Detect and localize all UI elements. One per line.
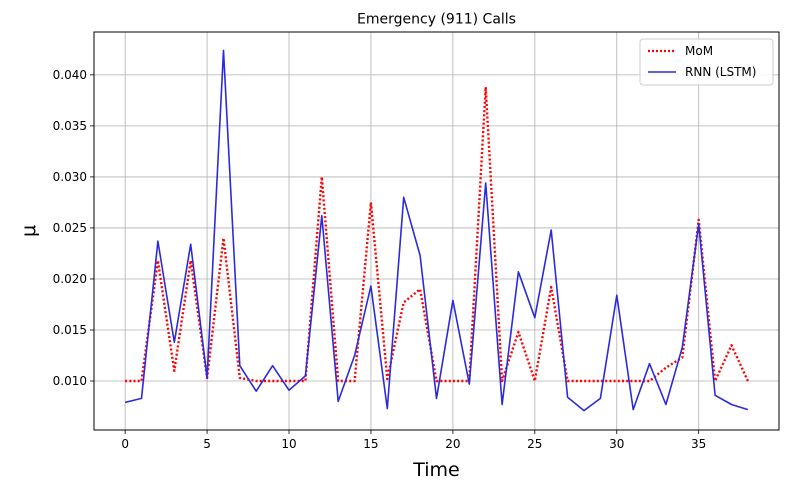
y-tick-label: 0.025: [53, 221, 87, 235]
plot-frame: [93, 31, 780, 431]
grid: [94, 32, 779, 430]
x-tick-label: 30: [609, 437, 624, 451]
chart-title: Emergency (911) Calls: [357, 12, 516, 28]
legend: MoM RNN (LSTM): [639, 38, 774, 86]
legend-label-mom: MoM: [685, 44, 713, 58]
y-tick-label: 0.035: [53, 119, 87, 133]
x-axis-title: Time: [412, 459, 460, 481]
series-line-rnn-lstm: [124, 49, 749, 412]
y-axis-title: μ: [18, 225, 40, 237]
y-tick-label: 0.020: [53, 272, 87, 286]
x-tick-label: 20: [445, 437, 460, 451]
x-tick-label: 15: [363, 437, 378, 451]
series-layer: [124, 49, 749, 412]
x-tick-label: 0: [121, 437, 129, 451]
y-tick-label: 0.040: [53, 68, 87, 82]
y-tick-label: 0.010: [53, 374, 87, 388]
legend-label-rnn: RNN (LSTM): [685, 65, 756, 79]
ticks: 0 5 10 15 20 25 30 35 0.010 0.015 0.020 0.025 0.030 0…: [53, 68, 707, 451]
x-tick-label: 5: [203, 437, 211, 451]
x-tick-label: 35: [691, 437, 706, 451]
y-tick-label: 0.030: [53, 170, 87, 184]
x-tick-label: 25: [527, 437, 542, 451]
y-tick-label: 0.015: [53, 323, 87, 337]
x-tick-label: 10: [281, 437, 296, 451]
